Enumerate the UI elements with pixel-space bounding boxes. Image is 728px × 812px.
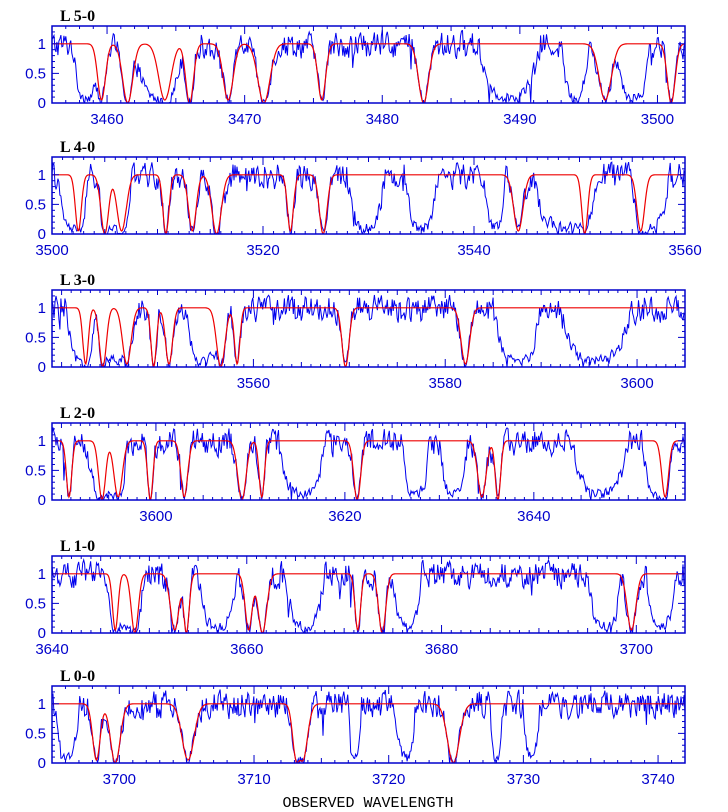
x-tick-label: 3730	[507, 771, 540, 788]
x-tick-label: 3520	[246, 242, 279, 259]
panel-title: L 5-0	[60, 8, 95, 25]
observed-spectrum-line	[52, 427, 685, 500]
panel-title: L 3-0	[60, 272, 95, 289]
x-tick-label: 3680	[425, 641, 458, 658]
observed-spectrum-line	[52, 29, 685, 103]
panel-title: L 1-0	[60, 538, 95, 555]
panel-frame	[51, 289, 686, 368]
x-tick-label: 3560	[668, 242, 701, 259]
y-tick-label: 0.5	[25, 65, 46, 82]
y-tick-label: 0.5	[25, 196, 46, 213]
model-fit-line	[52, 440, 685, 500]
model-fit-line	[52, 43, 685, 103]
x-tick-label: 3600	[620, 375, 653, 392]
y-tick-label: 0	[38, 226, 46, 243]
observed-spectrum-line	[52, 557, 685, 633]
x-tick-label: 3740	[641, 771, 674, 788]
panel-l-2-0: L 2-0 3600 3620 3640 0 0.5 1	[25, 405, 686, 525]
x-tick-label: 3600	[139, 508, 172, 525]
x-tick-label: 3460	[90, 111, 123, 128]
x-tick-label: 3620	[328, 508, 361, 525]
x-tick-label: 3470	[228, 111, 261, 128]
y-tick-label: 0	[38, 95, 46, 112]
y-tick-label: 0.5	[25, 725, 46, 742]
y-tick-label: 0	[38, 359, 46, 376]
panel-l-3-0: L 3-0 3560 3580 3600 0 0.5 1	[25, 272, 686, 392]
x-tick-label: 3660	[230, 641, 263, 658]
x-tick-label: 3490	[503, 111, 536, 128]
panel-frame	[51, 555, 686, 634]
x-tick-label: 3700	[103, 771, 136, 788]
x-tick-label: 3640	[517, 508, 550, 525]
observed-spectrum-line	[52, 161, 685, 234]
panel-title: L 4-0	[60, 139, 95, 156]
x-tick-label: 3700	[620, 641, 653, 658]
y-tick-label: 1	[38, 300, 46, 317]
y-tick-label: 0	[38, 492, 46, 509]
panel-frame	[51, 685, 686, 764]
x-tick-label: 3480	[366, 111, 399, 128]
y-tick-label: 1	[38, 36, 46, 53]
x-tick-label: 3720	[372, 771, 405, 788]
x-tick-label: 3500	[35, 242, 68, 259]
model-fit-line	[52, 174, 685, 234]
x-tick-label: 3710	[237, 771, 270, 788]
y-tick-label: 1	[38, 433, 46, 450]
x-tick-label: 3540	[457, 242, 490, 259]
y-tick-label: 1	[38, 167, 46, 184]
y-tick-label: 0.5	[25, 462, 46, 479]
panel-title: L 2-0	[60, 405, 95, 422]
panel-l-5-0: L 5-0 3460 3470 3480 3490 3500 0 0.5 1	[25, 8, 686, 128]
y-tick-label: 0	[38, 755, 46, 772]
panel-l-1-0: L 1-0 3640 3660 3680 3700 0 0.5 1	[25, 538, 686, 658]
panel-l-4-0: L 4-0 3500 3520 3540 3560 0 0.5 1	[25, 139, 702, 259]
observed-spectrum-line	[52, 294, 685, 367]
panel-frame	[51, 422, 686, 501]
model-fit-line	[52, 703, 685, 763]
panel-l-0-0: L 0-0 3700 3710 3720 3730 3740 0 0.5 1	[25, 668, 686, 788]
x-tick-label: 3640	[35, 641, 68, 658]
observed-spectrum-line	[52, 689, 685, 763]
x-tick-label: 3560	[237, 375, 270, 392]
x-tick-label: 3500	[641, 111, 674, 128]
y-tick-label: 1	[38, 566, 46, 583]
model-fit-line	[52, 573, 685, 633]
y-tick-label: 1	[38, 696, 46, 713]
y-tick-label: 0	[38, 625, 46, 642]
panel-title: L 0-0	[60, 668, 95, 685]
model-fit-line	[52, 307, 685, 367]
x-tick-label: 3580	[429, 375, 462, 392]
panel-frame	[51, 156, 686, 235]
y-tick-label: 0.5	[25, 329, 46, 346]
y-tick-label: 0.5	[25, 595, 46, 612]
x-axis-label: OBSERVED WAVELENGTH	[282, 795, 453, 812]
panel-frame	[51, 25, 686, 104]
